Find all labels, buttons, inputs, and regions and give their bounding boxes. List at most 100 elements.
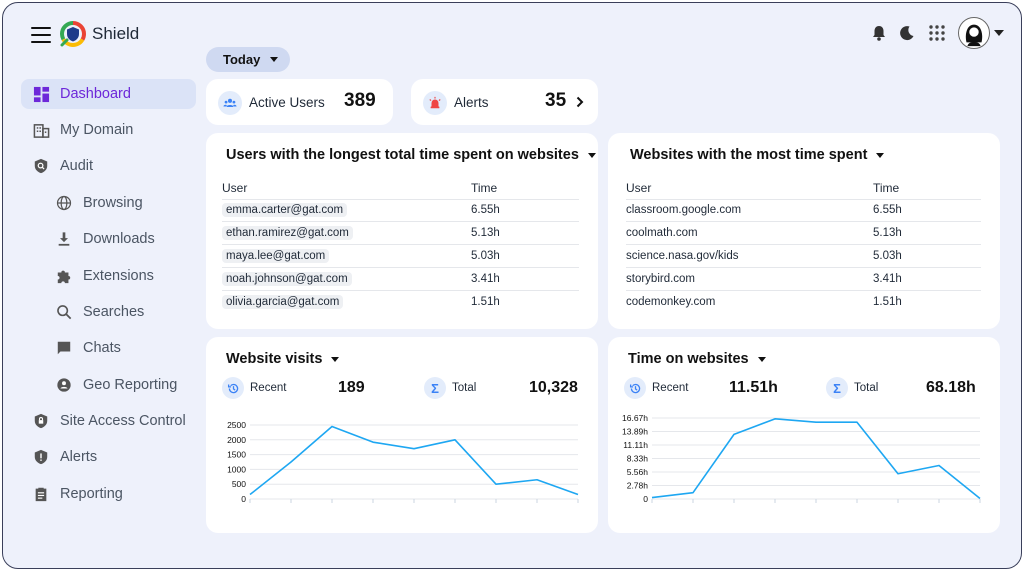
table-row: coolmath.com 5.13h [626, 221, 981, 245]
avatar-portrait-icon [965, 24, 983, 47]
website-visits-title-text: Website visits [226, 351, 323, 367]
users-icon [218, 91, 242, 115]
visits-recent-value: 189 [338, 379, 365, 396]
column-header-time: Time [873, 180, 900, 195]
table-cell-time: 5.13h [873, 221, 981, 245]
users-time-card: Users with the longest total time spent … [206, 133, 598, 329]
alerts-card[interactable]: Alerts 35 [411, 79, 598, 125]
table-cell-name: maya.lee@gat.com [222, 244, 471, 268]
sidebar-item-searches[interactable]: Searches [21, 297, 196, 327]
series-line [249, 425, 579, 496]
sidebar-item-label: Downloads [83, 231, 155, 247]
sidebar-item-audit[interactable]: Audit [21, 151, 196, 181]
active-users-label: Active Users [249, 95, 325, 110]
puzzle-icon [55, 267, 73, 285]
cell-text-name: science.nasa.gov/kids [626, 249, 739, 262]
globe-icon [55, 194, 73, 212]
hamburger-menu-icon[interactable] [31, 27, 51, 43]
cell-text-time: 3.41h [471, 272, 500, 285]
column-header-user: User [222, 180, 248, 195]
user-avatar[interactable] [958, 17, 990, 49]
sigma-icon: Σ [826, 377, 848, 399]
sidebar-item-browsing[interactable]: Browsing [21, 188, 196, 218]
time-total-label: Total [854, 382, 879, 394]
cell-text-time: 5.13h [873, 227, 902, 240]
sidebar-item-reporting[interactable]: Reporting [21, 479, 196, 509]
chat-icon [55, 339, 73, 357]
sidebar-item-label: Browsing [83, 195, 143, 211]
sidebar-item-my-domain[interactable]: My Domain [21, 115, 196, 145]
date-filter-label: Today [223, 52, 261, 67]
table-row: maya.lee@gat.com 5.03h [222, 244, 579, 268]
cell-text-name: maya.lee@gat.com [222, 248, 330, 263]
cell-text-name: ethan.ramirez@gat.com [222, 226, 353, 241]
cell-text-time: 5.03h [471, 249, 500, 262]
table-cell-time: 3.41h [873, 266, 981, 291]
table-cell-time: 6.55h [471, 198, 579, 222]
sidebar-item-geo-reporting[interactable]: Geo Reporting [21, 370, 196, 400]
sidebar-item-chats[interactable]: Chats [21, 333, 196, 363]
bell-icon[interactable] [869, 23, 889, 43]
sidebar-item-downloads[interactable]: Downloads [21, 224, 196, 254]
cell-text-time: 1.51h [471, 295, 500, 308]
chevron-down-icon [876, 152, 885, 158]
time-total-value: 68.18h [926, 379, 976, 396]
sidebar-item-label: Chats [83, 340, 121, 356]
dark-mode-moon-icon[interactable] [897, 23, 917, 43]
table-cell-name: science.nasa.gov/kids [626, 244, 873, 268]
date-filter-dropdown[interactable]: Today [206, 47, 290, 72]
y-tick-label: 1500 [227, 450, 246, 460]
chevron-down-icon [757, 356, 766, 362]
shield-alert-icon [32, 448, 50, 466]
table-cell-name: codemonkey.com [626, 289, 873, 313]
alerts-label: Alerts [454, 95, 489, 110]
cell-text-name: coolmath.com [626, 227, 698, 240]
sidebar-item-extensions[interactable]: Extensions [21, 261, 196, 291]
shield-lock-icon [32, 412, 50, 430]
website-visits-card: Website visits Recent 189 Σ Total 10,328… [206, 337, 598, 533]
time-on-websites-card: Time on websites Recent 11.51h Σ Total 6… [608, 337, 1000, 533]
sidebar-item-label: Site Access Control [60, 413, 186, 429]
y-tick-label: 1000 [227, 464, 246, 474]
website-visits-chart: 2500 2000 1500 1000 500 0 [227, 420, 579, 504]
shield-search-icon [32, 157, 50, 175]
table-cell-time: 5.03h [471, 244, 579, 268]
sidebar-item-label: Audit [60, 158, 94, 174]
table-row: olivia.garcia@gat.com 1.51h [222, 289, 579, 313]
time-on-websites-title[interactable]: Time on websites [628, 351, 766, 367]
table-cell-time: 3.41h [471, 266, 579, 291]
y-tick-label: 8.33h [627, 454, 649, 464]
table-cell-name: ethan.ramirez@gat.com [222, 221, 471, 245]
chevron-right-icon[interactable] [576, 96, 584, 108]
y-tick-label: 13.89h [622, 427, 648, 437]
websites-time-title[interactable]: Websites with the most time spent [630, 147, 885, 163]
cell-text-time: 6.55h [471, 204, 500, 217]
brand-name: Shield [92, 24, 140, 43]
cell-text-time: 6.55h [873, 204, 902, 217]
apps-grid-icon[interactable] [927, 23, 947, 43]
cell-text-time: 5.03h [873, 249, 902, 262]
account-caret-icon[interactable] [994, 30, 1004, 36]
time-on-websites-chart: 16.67h 13.89h 11.11h 8.33h 5.56h 2.78h 0 [622, 413, 981, 504]
cell-text-time: 1.51h [873, 295, 902, 308]
active-users-card: Active Users 389 [206, 79, 393, 125]
sidebar-item-label: My Domain [60, 122, 134, 138]
sidebar-item-label: Searches [83, 304, 145, 320]
cell-text-name: olivia.garcia@gat.com [222, 294, 344, 309]
visits-total-value: 10,328 [529, 379, 578, 396]
website-visits-title[interactable]: Website visits [226, 351, 340, 367]
sidebar-item-site-access-control[interactable]: Site Access Control [21, 406, 196, 436]
cell-text-name: codemonkey.com [626, 295, 716, 308]
sidebar-item-dashboard[interactable]: Dashboard [21, 79, 196, 109]
y-tick-label: 500 [232, 479, 246, 489]
table-row: noah.johnson@gat.com 3.41h [222, 266, 579, 291]
search-icon [55, 303, 73, 321]
users-time-title[interactable]: Users with the longest total time spent … [226, 147, 596, 163]
y-tick-label: 2000 [227, 435, 246, 445]
cell-text-time: 5.13h [471, 227, 500, 240]
sidebar-item-label: Alerts [60, 449, 98, 465]
building-icon [32, 121, 50, 139]
sidebar-item-alerts[interactable]: Alerts [21, 442, 196, 472]
websites-time-table: User Time classroom.google.com 6.55h coolm… [626, 177, 981, 313]
